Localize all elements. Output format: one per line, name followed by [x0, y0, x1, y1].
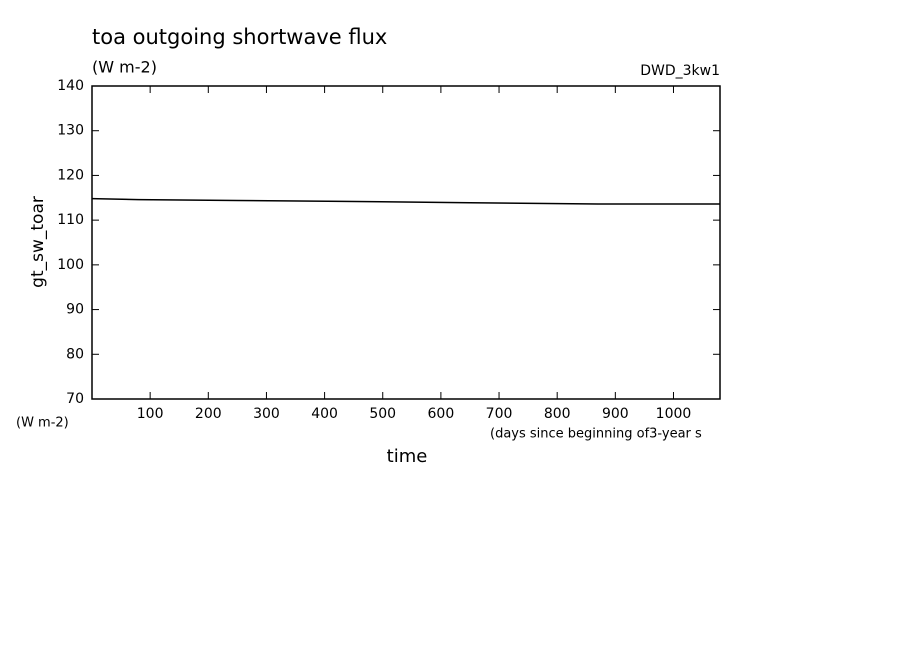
- x-tick-label: 500: [369, 406, 396, 422]
- data-line: [91, 197, 720, 205]
- y-axis-label: gt_sw_toar: [28, 196, 48, 288]
- y-units: (W m-2): [16, 416, 69, 431]
- y-tick-label: 140: [57, 78, 84, 94]
- x-tick-label: 200: [195, 406, 222, 422]
- y-tick-label: 90: [66, 302, 84, 318]
- y-tick-label: 110: [57, 212, 84, 228]
- x-tick-label: 300: [253, 406, 280, 422]
- x-tick-label: 1000: [656, 406, 692, 422]
- x-units: (days since beginning of3-year s: [490, 427, 702, 442]
- plot-frame: [91, 85, 721, 400]
- x-tick-label: 900: [602, 406, 629, 422]
- y-tick-label: 80: [66, 346, 84, 362]
- x-tick-label: 700: [486, 406, 513, 422]
- run-label: DWD_3kw1: [640, 63, 720, 79]
- y-tick-label: 100: [57, 257, 84, 273]
- x-tick-label: 600: [428, 406, 455, 422]
- x-tick-label: 100: [137, 406, 164, 422]
- chart-title: toa outgoing shortwave flux: [92, 25, 387, 49]
- x-tick-label: 400: [311, 406, 338, 422]
- chart-subtitle: (W m-2): [92, 58, 157, 77]
- x-axis-label: time: [387, 446, 428, 467]
- y-tick-label: 120: [57, 167, 84, 183]
- y-tick-label: 70: [66, 391, 84, 407]
- y-tick-label: 130: [57, 123, 84, 139]
- x-tick-label: 800: [544, 406, 571, 422]
